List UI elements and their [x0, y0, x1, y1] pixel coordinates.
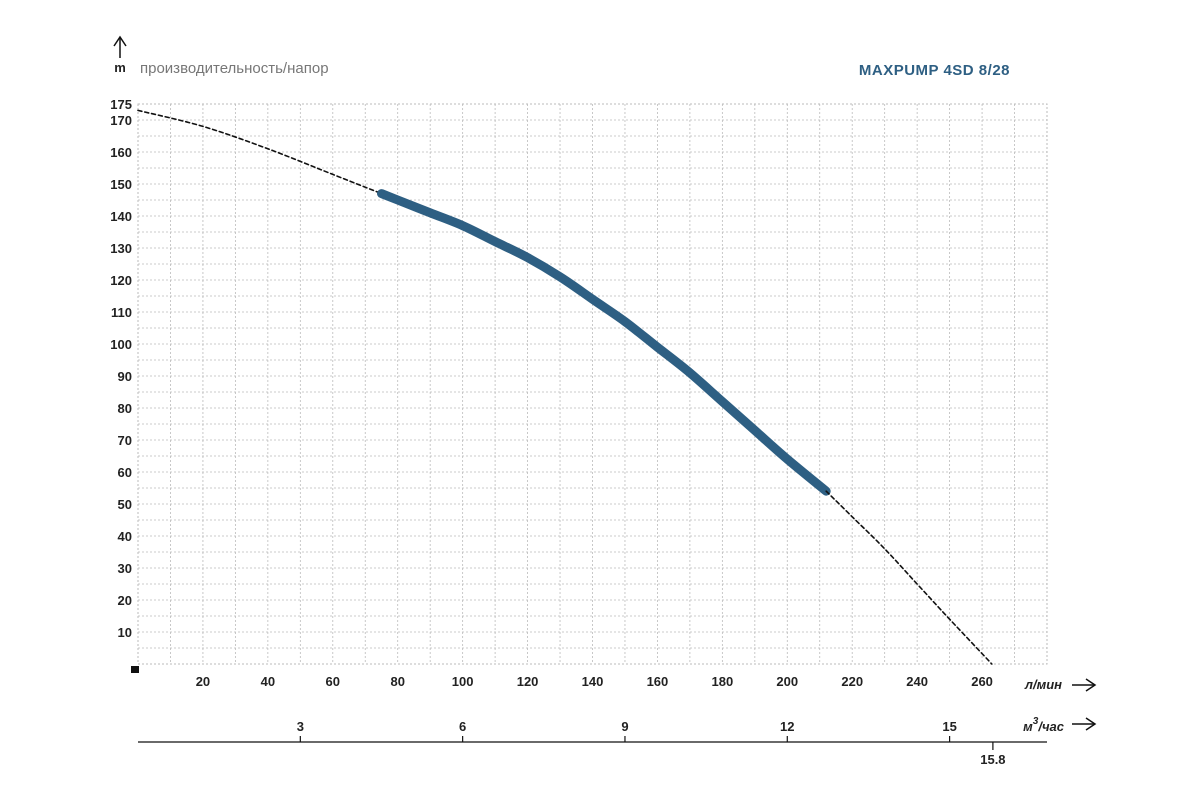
axes	[113, 35, 1097, 750]
y-tick-label: 160	[110, 145, 132, 160]
x-tick-label: 100	[452, 674, 474, 689]
x-unit-secondary-label: м3/час	[1023, 716, 1065, 734]
labels-group: 10 20 30 40 50 60 70 80 90 100 110 120 130 140 150 160 1…	[110, 97, 1005, 767]
origin-marker	[131, 666, 139, 673]
x2-tick-label: 3	[297, 719, 304, 734]
x-tick-label: 180	[712, 674, 734, 689]
y-tick-label: 50	[118, 497, 132, 512]
x2-tick-label: 6	[459, 719, 466, 734]
y-tick-label: 120	[110, 273, 132, 288]
x-tick-label: 60	[326, 674, 340, 689]
x-tick-label: 40	[261, 674, 275, 689]
y-tick-label: 110	[111, 305, 132, 320]
grid	[137, 103, 1048, 665]
x2-tick-label: 15	[942, 719, 956, 734]
y-tick-label: 170	[110, 113, 132, 128]
chart-subtitle: производительность/напор	[140, 60, 329, 77]
x2-extra-tick-label: 15.8	[980, 752, 1005, 767]
x-axis-arrowhead	[1085, 678, 1097, 692]
y-unit-label: m	[114, 60, 126, 75]
x-tick-label: 120	[517, 674, 539, 689]
x2-tick-label: 12	[780, 719, 794, 734]
curve-dashed-segment	[825, 490, 993, 665]
x-tick-label: 160	[647, 674, 669, 689]
curve-operating-range	[377, 189, 831, 496]
chart-title: MAXPUMP 4SD 8/28	[859, 62, 1010, 79]
y-tick-label: 100	[110, 337, 132, 352]
curve-dashed-segment	[137, 109, 383, 195]
x-tick-label: 200	[776, 674, 798, 689]
x-tick-label: 220	[841, 674, 863, 689]
y-axis-arrowhead	[113, 35, 127, 47]
x-tick-label: 240	[906, 674, 928, 689]
x-tick-label: 260	[971, 674, 993, 689]
y-tick-label: 140	[110, 209, 132, 224]
x-tick-label: 140	[582, 674, 604, 689]
y-tick-label: 175	[110, 97, 132, 112]
y-tick-label: 40	[118, 529, 132, 544]
y-tick-label: 130	[110, 241, 132, 256]
x2-tick-label: 9	[621, 719, 628, 734]
x2-axis-arrowhead	[1085, 717, 1097, 731]
y-tick-label: 10	[118, 625, 132, 640]
y-tick-label: 80	[118, 401, 132, 416]
x-tick-label: 20	[196, 674, 210, 689]
x-unit-primary-label: л/мин	[1024, 677, 1062, 692]
x-tick-label: 80	[390, 674, 404, 689]
series-group	[137, 109, 993, 665]
y-tick-label: 70	[118, 433, 132, 448]
y-tick-label: 30	[118, 561, 132, 576]
y-tick-label: 150	[110, 177, 132, 192]
y-tick-label: 90	[118, 369, 132, 384]
plot-frame	[137, 103, 1048, 665]
y-tick-label: 20	[118, 593, 132, 608]
y-tick-label: 60	[118, 465, 132, 480]
